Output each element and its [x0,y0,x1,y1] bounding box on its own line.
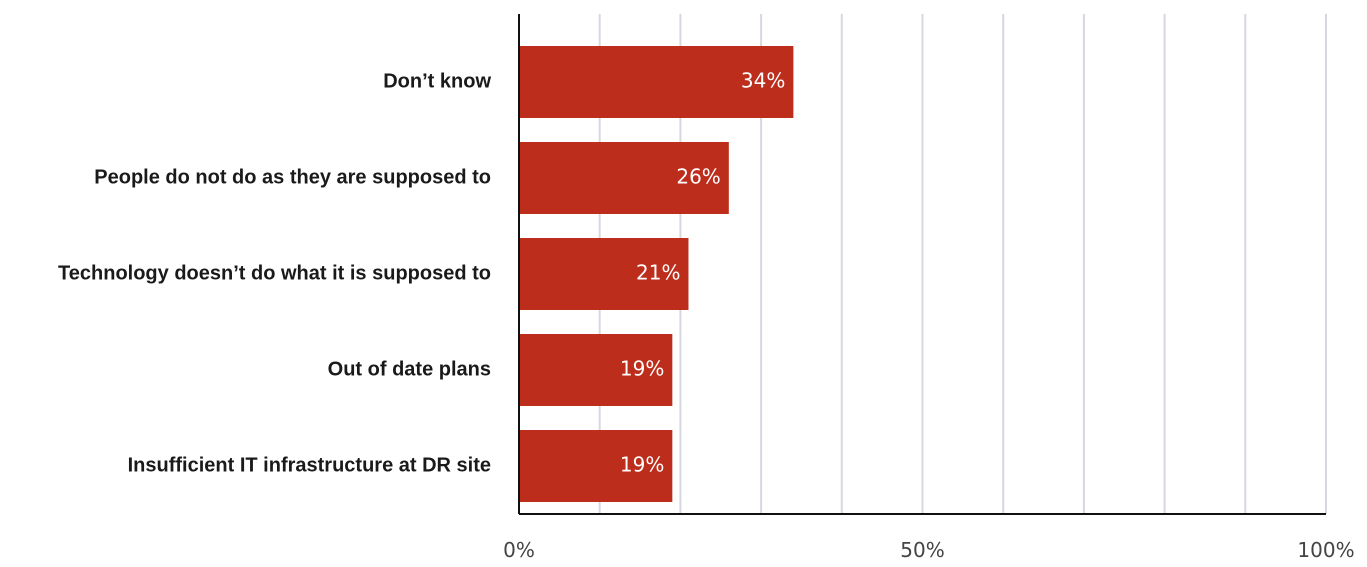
category-label: Insufficient IT infrastructure at DR sit… [128,454,491,476]
bar [519,142,729,214]
value-label: 26% [676,165,720,189]
value-label: 21% [636,261,680,285]
x-tick-label: 50% [900,538,944,562]
value-label: 34% [741,69,785,93]
value-labels: 34% 26% 21% 19% 19% [620,69,786,477]
category-labels: Don’t know People do not do as they are s… [58,70,491,476]
value-label: 19% [620,357,664,381]
category-label: Out of date plans [328,358,491,380]
value-label: 19% [620,453,664,477]
category-label: Don’t know [383,70,491,92]
bar [519,238,689,310]
category-label: People do not do as they are supposed to [94,166,491,188]
bar [519,334,673,406]
axes [518,14,1326,515]
x-tick-labels: 0% 50% 100% [503,538,1354,562]
bars [519,46,794,502]
category-label: Technology doesn’t do what it is suppose… [58,262,491,284]
x-tick-label: 100% [1297,538,1354,562]
x-tick-label: 0% [503,538,535,562]
bar [519,46,794,118]
bar [519,430,673,502]
